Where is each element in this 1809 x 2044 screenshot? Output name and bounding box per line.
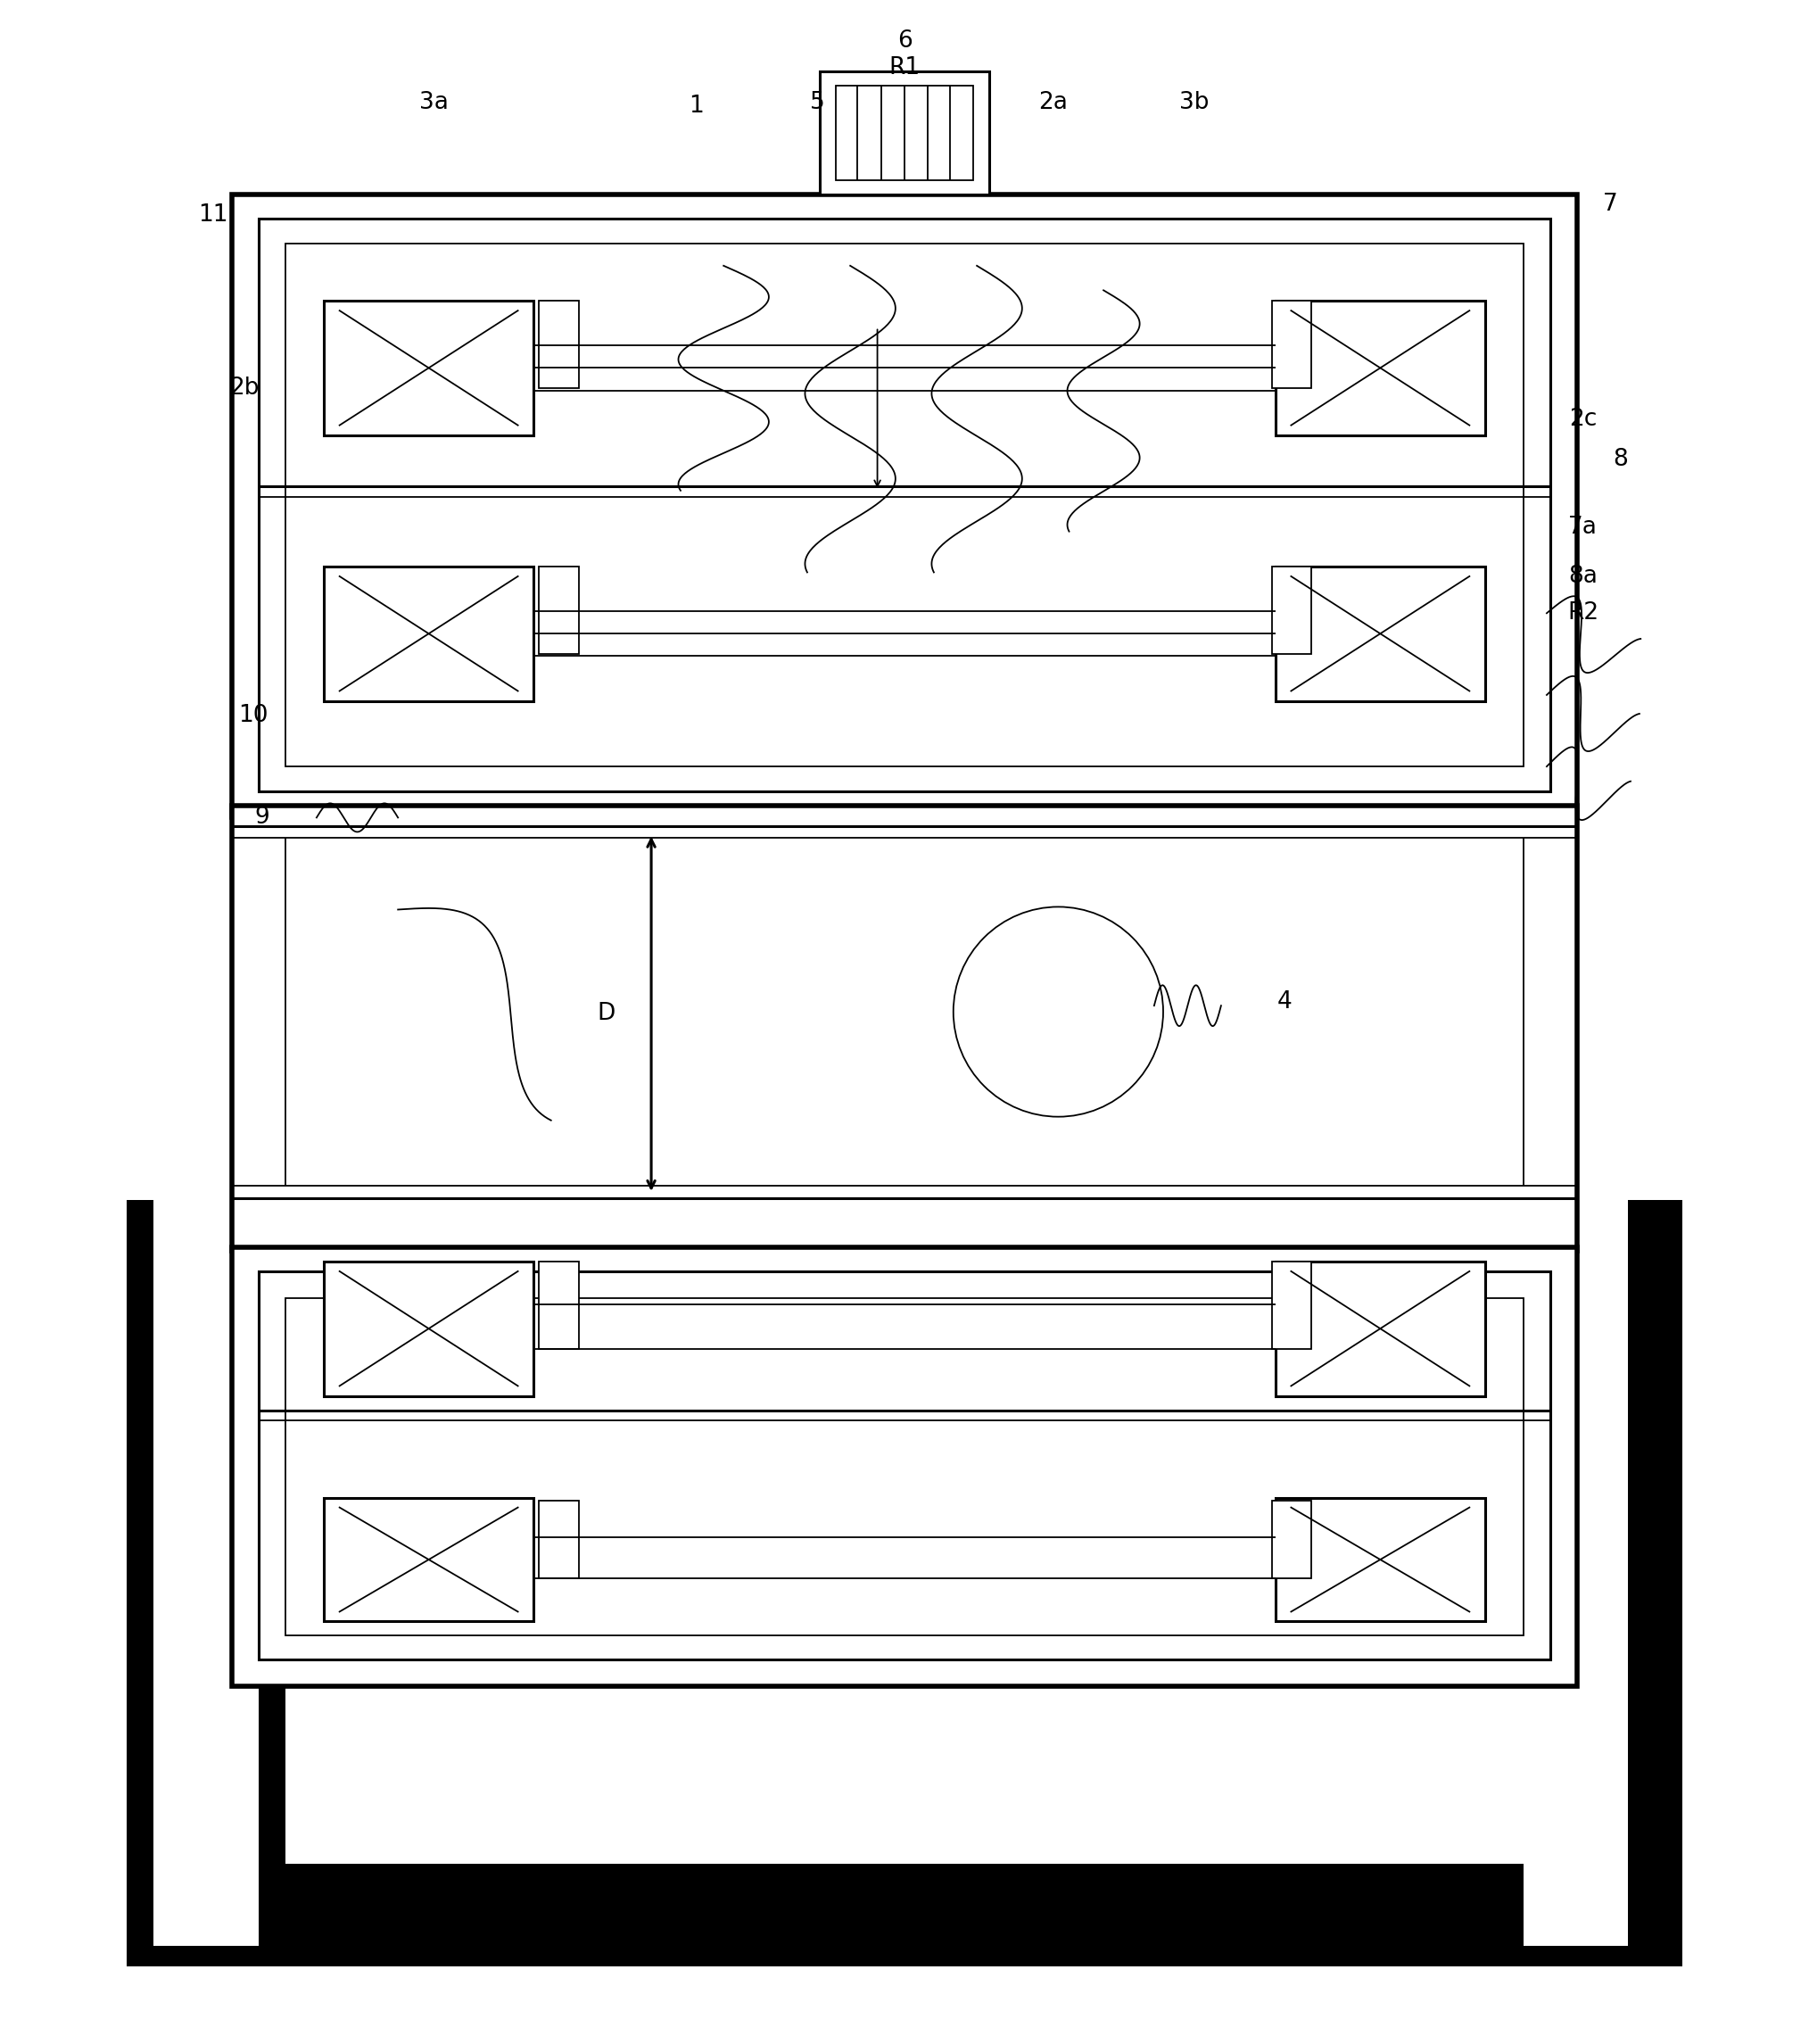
Bar xyxy=(1275,566,1485,701)
Bar xyxy=(286,243,1523,766)
Bar xyxy=(836,86,973,180)
Text: Fig. 1: Fig. 1 xyxy=(857,1901,952,1934)
Bar xyxy=(819,72,990,194)
Bar xyxy=(1275,300,1485,435)
Text: 2c: 2c xyxy=(1568,407,1597,431)
Bar xyxy=(154,1200,259,1946)
Bar xyxy=(1523,1200,1628,1946)
Text: 5: 5 xyxy=(810,90,825,114)
Bar xyxy=(1523,1200,1682,1966)
Bar xyxy=(259,1271,1550,1660)
Bar xyxy=(232,1247,1577,1686)
Text: 10: 10 xyxy=(239,703,268,728)
Text: 3b: 3b xyxy=(1179,90,1208,114)
Bar xyxy=(1272,1261,1312,1349)
Bar xyxy=(127,1200,286,1966)
Text: 9: 9 xyxy=(255,805,270,830)
Bar xyxy=(324,1261,534,1396)
Bar xyxy=(259,219,1550,791)
Bar xyxy=(1272,566,1312,654)
Bar xyxy=(324,566,534,701)
Bar xyxy=(286,1298,1523,1635)
Bar xyxy=(1272,300,1312,388)
Text: 7a: 7a xyxy=(1568,515,1597,540)
Bar xyxy=(539,1261,579,1349)
Text: R2: R2 xyxy=(1567,601,1599,625)
Text: 7: 7 xyxy=(1603,192,1617,217)
Bar xyxy=(539,1500,579,1578)
Text: 8: 8 xyxy=(1614,448,1628,472)
Bar xyxy=(232,805,1577,1251)
Text: 2a: 2a xyxy=(1038,90,1067,114)
Text: 1: 1 xyxy=(689,94,704,119)
Text: D: D xyxy=(597,1002,615,1026)
Bar xyxy=(1275,1498,1485,1621)
Bar xyxy=(324,300,534,435)
Bar xyxy=(232,194,1577,818)
Text: 8a: 8a xyxy=(1568,564,1597,589)
Text: R1: R1 xyxy=(888,55,921,80)
Bar xyxy=(127,1864,1682,1966)
Bar xyxy=(1275,1261,1485,1396)
Bar xyxy=(1272,1500,1312,1578)
Text: 3a: 3a xyxy=(420,90,449,114)
Text: 6: 6 xyxy=(897,29,912,53)
Text: 4: 4 xyxy=(1277,989,1292,1014)
Bar xyxy=(539,566,579,654)
Text: 2b: 2b xyxy=(230,376,259,401)
Text: 11: 11 xyxy=(199,202,228,227)
Bar xyxy=(539,300,579,388)
Bar xyxy=(324,1498,534,1621)
